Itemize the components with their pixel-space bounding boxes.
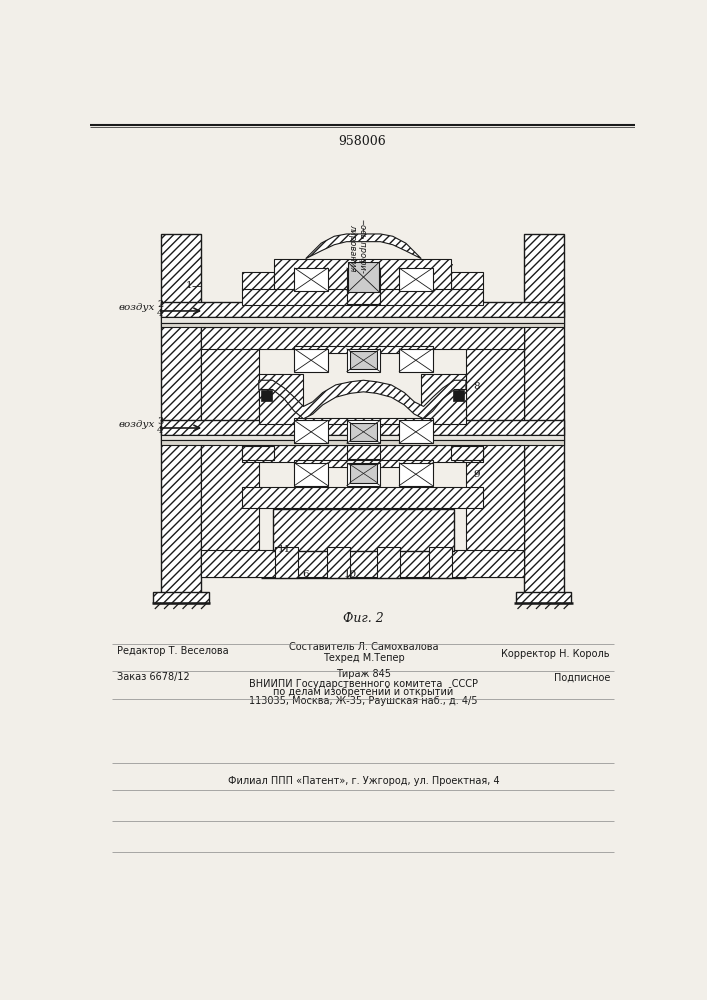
Bar <box>294 460 433 466</box>
Bar <box>201 550 524 577</box>
Text: Фиг. 2: Фиг. 2 <box>343 612 384 625</box>
Bar <box>294 346 433 353</box>
Bar <box>348 262 379 292</box>
Text: Составитель Л. Самохвалова: Составитель Л. Самохвалова <box>288 642 438 652</box>
Bar <box>201 327 259 577</box>
Bar <box>346 420 380 443</box>
Bar <box>201 327 524 349</box>
Text: 2: 2 <box>157 300 163 309</box>
Text: 958006: 958006 <box>338 135 386 148</box>
Text: Техред М.Тепер: Техред М.Тепер <box>322 653 404 663</box>
Bar <box>327 547 351 578</box>
Text: 9: 9 <box>474 470 480 479</box>
Text: 7: 7 <box>446 264 453 273</box>
Text: Тираж 845: Тираж 845 <box>336 669 391 679</box>
Bar <box>450 446 483 460</box>
Bar <box>274 259 450 289</box>
Bar <box>350 423 378 441</box>
Text: 3: 3 <box>157 417 163 426</box>
Text: 12: 12 <box>269 383 281 392</box>
Bar <box>399 463 433 486</box>
Bar <box>346 463 380 486</box>
Text: Редактор Т. Веселова: Редактор Т. Веселова <box>117 646 229 656</box>
Text: 4: 4 <box>157 309 163 318</box>
Bar <box>346 349 380 372</box>
Text: 5: 5 <box>265 283 272 292</box>
Bar <box>161 302 563 317</box>
Bar <box>399 349 433 372</box>
Text: 4: 4 <box>157 426 163 435</box>
Bar <box>350 351 378 369</box>
Text: Филиал ППП «Патент», г. Ужгород, ул. Проектная, 4: Филиал ППП «Патент», г. Ужгород, ул. Про… <box>228 776 499 786</box>
Bar <box>429 547 452 578</box>
Text: Подписное: Подписное <box>554 672 610 682</box>
Text: 6: 6 <box>358 233 366 242</box>
Bar <box>452 390 464 401</box>
Text: по делам изобретений и открытий: по делам изобретений и открытий <box>274 687 454 697</box>
Text: 113035, Москва, Ж-35, Раушская наб., д. 4/5: 113035, Москва, Ж-35, Раушская наб., д. … <box>250 696 478 706</box>
Bar <box>294 463 328 486</box>
Text: воздух: воздух <box>119 420 155 429</box>
Bar <box>346 291 380 304</box>
Text: 6: 6 <box>303 570 309 579</box>
Bar <box>242 487 483 508</box>
Bar <box>161 317 563 323</box>
Text: ось профи-
лирования: ось профи- лирования <box>348 224 368 273</box>
Text: Корректор Н. Король: Корректор Н. Король <box>501 649 610 659</box>
Bar <box>242 272 274 289</box>
Polygon shape <box>305 234 421 259</box>
Bar <box>346 445 380 459</box>
Bar <box>294 420 328 443</box>
Bar <box>294 349 328 372</box>
Bar <box>516 592 571 603</box>
Bar <box>161 420 563 435</box>
Bar <box>242 445 483 462</box>
Bar <box>346 268 380 291</box>
Bar <box>275 547 298 578</box>
Bar <box>450 272 483 289</box>
Bar <box>273 509 455 551</box>
Bar <box>399 420 433 443</box>
Bar <box>421 374 466 424</box>
Text: ВНИИПИ Государственного комитета   СССР: ВНИИПИ Государственного комитета СССР <box>249 679 478 689</box>
Bar <box>242 446 274 460</box>
Bar <box>161 234 201 597</box>
Text: 1: 1 <box>186 281 193 290</box>
Bar <box>294 268 328 291</box>
Text: воздух: воздух <box>119 303 155 312</box>
Text: 10: 10 <box>344 570 357 579</box>
Bar <box>261 390 272 401</box>
Bar <box>350 464 378 483</box>
Bar <box>161 323 563 327</box>
Text: 8: 8 <box>474 382 480 391</box>
Bar <box>466 327 524 577</box>
Bar <box>399 268 433 291</box>
Bar <box>524 234 563 597</box>
Text: 11: 11 <box>278 545 291 554</box>
Text: Заказ 6678/12: Заказ 6678/12 <box>117 672 190 682</box>
Polygon shape <box>259 380 466 419</box>
Bar <box>161 440 563 445</box>
Bar <box>161 435 563 440</box>
Bar <box>242 288 483 305</box>
Bar <box>377 547 399 578</box>
Bar <box>294 418 433 424</box>
Bar <box>259 374 303 424</box>
Bar <box>153 592 209 603</box>
